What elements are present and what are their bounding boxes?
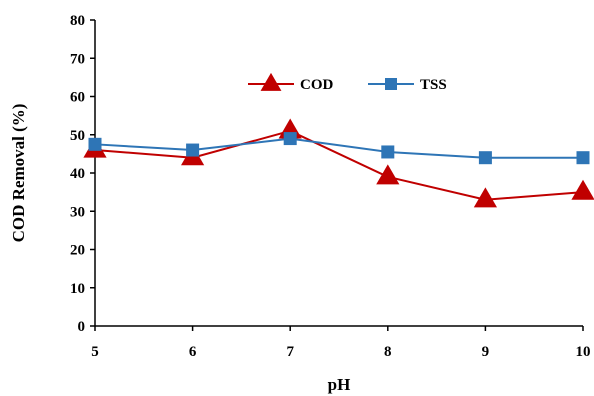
data-point-square	[186, 143, 200, 157]
series-tss	[88, 132, 590, 165]
y-tick-label: 70	[70, 51, 85, 67]
legend-item-tss: TSS	[368, 77, 447, 93]
y-tick-label: 80	[70, 13, 85, 29]
y-tick-label: 60	[70, 90, 85, 106]
x-axis-title: pH	[328, 375, 351, 394]
data-point-square	[576, 151, 590, 165]
axes	[94, 20, 583, 327]
data-point-triangle	[260, 72, 282, 91]
series-cod	[83, 118, 594, 208]
data-point-triangle	[571, 179, 594, 200]
y-tick-label: 0	[78, 319, 86, 335]
legend: COD TSS	[248, 72, 447, 93]
data-point-triangle	[376, 164, 400, 185]
y-tick-label: 20	[70, 243, 85, 259]
y-axis-ticks: 0 10 20 30 40 50 60 70 80	[70, 13, 95, 335]
series-line-cod	[94, 129, 584, 201]
y-axis-title: COD Removal (%)	[9, 104, 28, 243]
x-tick-label: 5	[91, 344, 99, 360]
series-line-tss	[94, 137, 583, 159]
data-point-square	[381, 145, 395, 159]
y-tick-label: 50	[70, 128, 85, 144]
x-tick-label: 8	[384, 344, 392, 360]
y-tick-label: 10	[70, 281, 85, 297]
x-tick-label: 10	[576, 344, 591, 360]
y-tick-label: 30	[70, 204, 85, 220]
legend-label: COD	[300, 77, 334, 93]
data-point-square	[283, 132, 297, 146]
data-point-square	[88, 137, 102, 151]
data-point-square	[385, 78, 397, 90]
series-layer	[83, 118, 594, 208]
x-tick-label: 6	[189, 344, 197, 360]
data-point-triangle	[473, 187, 497, 208]
legend-label: TSS	[420, 77, 447, 93]
x-tick-label: 7	[286, 344, 294, 360]
data-point-square	[478, 151, 492, 165]
legend-item-cod: COD	[248, 72, 334, 93]
x-tick-label: 9	[482, 344, 490, 360]
y-tick-label: 40	[70, 166, 85, 182]
x-axis-ticks: 5 6 7 8 9 10	[91, 326, 591, 360]
